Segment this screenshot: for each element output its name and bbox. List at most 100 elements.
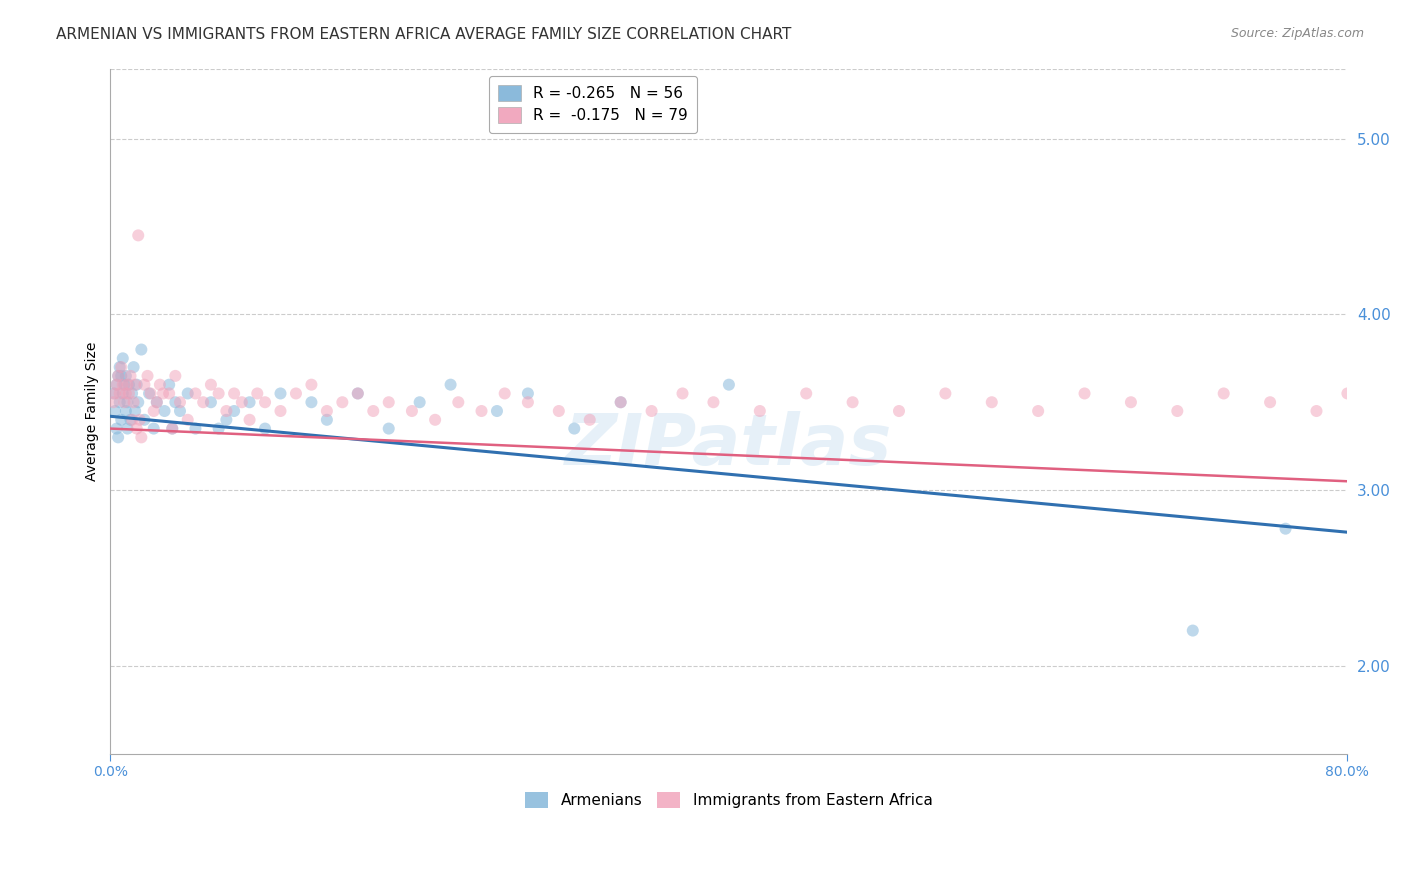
Point — [110, 368, 132, 383]
Point — [115, 386, 138, 401]
Point — [208, 386, 231, 401]
Point — [547, 404, 569, 418]
Point — [108, 395, 131, 409]
Point — [184, 421, 207, 435]
Point — [111, 386, 134, 401]
Point — [152, 386, 174, 401]
Point — [128, 413, 150, 427]
Point — [157, 377, 180, 392]
Point — [110, 360, 132, 375]
Point — [122, 395, 145, 409]
Point — [118, 377, 141, 392]
Point — [841, 395, 863, 409]
Point — [142, 421, 165, 435]
Point — [153, 404, 176, 418]
Point — [562, 421, 585, 435]
Point — [120, 413, 142, 427]
Point — [108, 386, 131, 401]
Point — [117, 395, 139, 409]
Y-axis label: Average Family Size: Average Family Size — [86, 342, 100, 481]
Point — [208, 421, 231, 435]
Point — [136, 368, 159, 383]
Legend: Armenians, Immigrants from Eastern Africa: Armenians, Immigrants from Eastern Afric… — [519, 786, 939, 814]
Point — [254, 421, 277, 435]
Point — [139, 386, 162, 401]
Point — [470, 404, 492, 418]
Point — [103, 386, 125, 401]
Point — [794, 386, 817, 401]
Point — [107, 368, 129, 383]
Point — [934, 386, 956, 401]
Point — [117, 421, 139, 435]
Point — [640, 404, 662, 418]
Point — [107, 430, 129, 444]
Point — [104, 386, 127, 401]
Point — [330, 395, 353, 409]
Point — [1181, 624, 1204, 638]
Point — [408, 395, 430, 409]
Point — [103, 395, 125, 409]
Point — [146, 395, 169, 409]
Point — [1212, 386, 1234, 401]
Point — [127, 228, 149, 243]
Point — [748, 404, 770, 418]
Point — [1274, 522, 1296, 536]
Text: Source: ZipAtlas.com: Source: ZipAtlas.com — [1230, 27, 1364, 40]
Point — [1166, 404, 1188, 418]
Point — [117, 377, 139, 392]
Point — [157, 386, 180, 401]
Point — [377, 421, 399, 435]
Point — [165, 395, 187, 409]
Point — [239, 413, 262, 427]
Point — [1367, 395, 1389, 409]
Point — [193, 395, 215, 409]
Point — [121, 413, 143, 427]
Point — [361, 404, 384, 418]
Point — [118, 386, 141, 401]
Point — [107, 368, 129, 383]
Point — [169, 404, 191, 418]
Point — [215, 404, 238, 418]
Point — [516, 386, 538, 401]
Point — [346, 386, 368, 401]
Point — [423, 413, 446, 427]
Point — [401, 404, 423, 418]
Point — [169, 395, 191, 409]
Point — [112, 395, 135, 409]
Point — [270, 404, 292, 418]
Point — [224, 386, 246, 401]
Point — [177, 386, 200, 401]
Point — [439, 377, 461, 392]
Point — [124, 377, 146, 392]
Point — [131, 430, 153, 444]
Point — [346, 386, 368, 401]
Point — [121, 386, 143, 401]
Point — [887, 404, 910, 418]
Point — [110, 413, 132, 427]
Point — [246, 386, 269, 401]
Point — [111, 351, 134, 366]
Point — [184, 386, 207, 401]
Point — [1398, 404, 1406, 418]
Point — [1073, 386, 1095, 401]
Point — [108, 360, 131, 375]
Point — [127, 395, 149, 409]
Point — [1258, 395, 1281, 409]
Point — [124, 404, 146, 418]
Point — [200, 377, 222, 392]
Point — [134, 413, 156, 427]
Point — [609, 395, 631, 409]
Point — [162, 421, 184, 435]
Point — [149, 377, 172, 392]
Point — [215, 413, 238, 427]
Point — [131, 343, 153, 357]
Point — [299, 377, 322, 392]
Point — [165, 368, 187, 383]
Point — [122, 360, 145, 375]
Point — [447, 395, 470, 409]
Point — [284, 386, 307, 401]
Point — [1305, 404, 1327, 418]
Point — [516, 395, 538, 409]
Point — [315, 404, 337, 418]
Point — [224, 404, 246, 418]
